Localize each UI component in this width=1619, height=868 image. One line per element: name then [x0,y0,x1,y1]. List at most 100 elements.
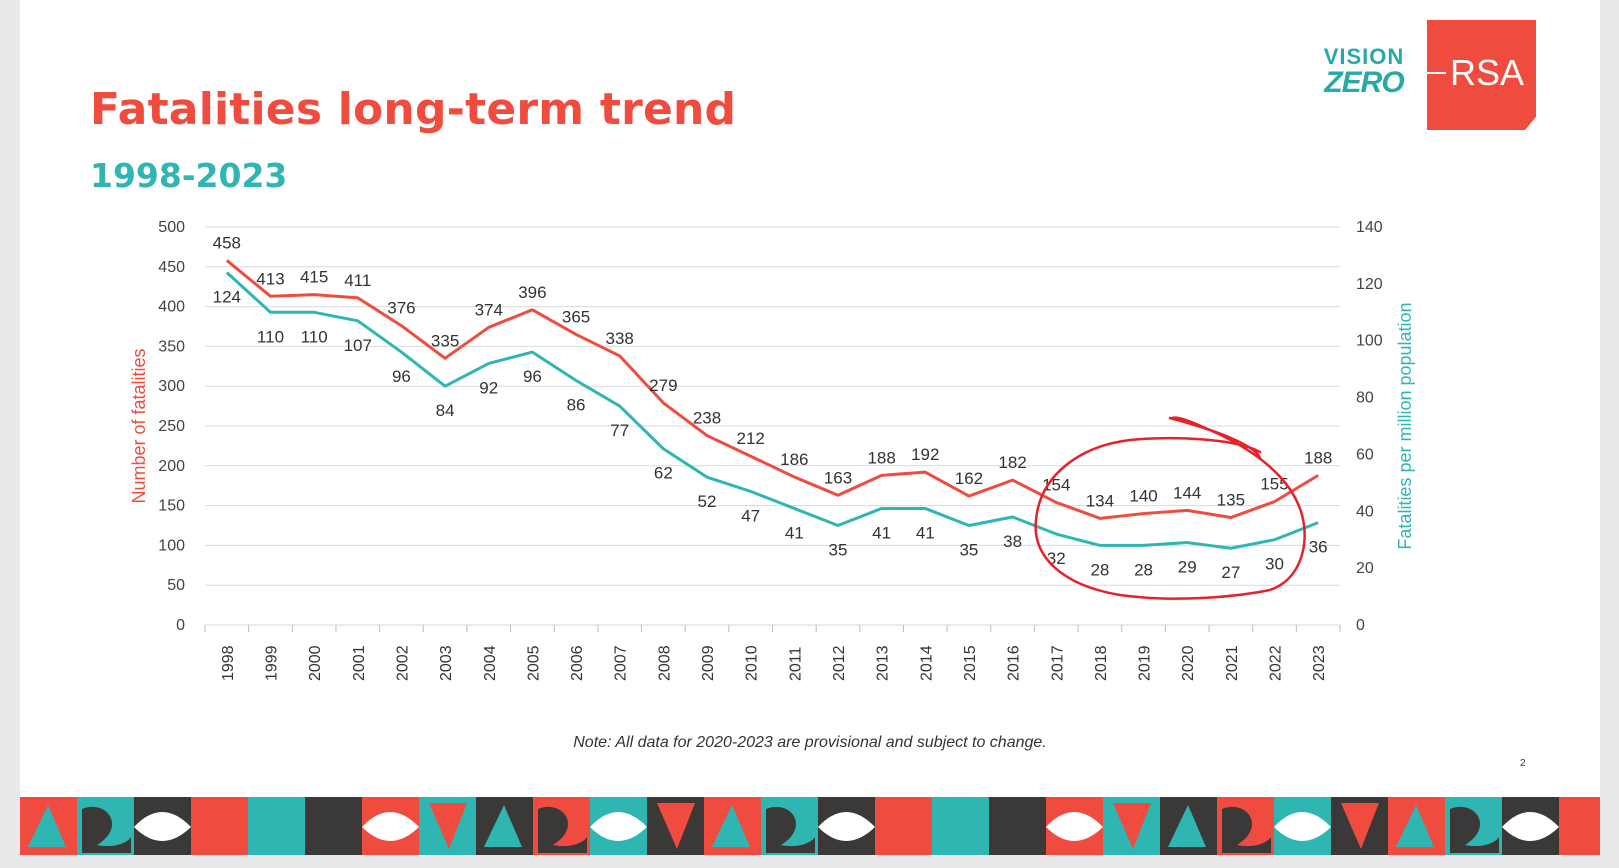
fatalities-data-label: 365 [562,307,590,326]
pattern-tile [248,797,305,855]
per-million-line [225,271,1319,550]
pattern-tile [761,797,818,855]
fatalities-data-label: 415 [300,268,328,287]
fatalities-data-label: 413 [256,269,284,288]
per-million-data-label: 52 [698,492,717,511]
per-million-data-label: 92 [479,378,498,397]
per-million-data-label: 107 [344,336,372,355]
y-tick-label-left: 350 [158,338,185,355]
per-million-data-label: 84 [436,401,455,420]
y-tick-label-left: 500 [158,219,185,236]
pattern-tile [1331,797,1388,855]
y-tick-label-right: 80 [1356,390,1374,407]
pattern-tile [305,797,362,855]
per-million-data-label: 38 [1003,532,1022,551]
pattern-shape [1168,805,1206,847]
x-tick-label: 2011 [787,646,804,681]
pattern-shape [712,805,750,847]
pattern-shape [818,812,875,841]
x-tick-label: 2015 [962,645,979,681]
pattern-tile [191,797,248,855]
pattern-shape [256,805,294,847]
pattern-shape [940,805,978,847]
pattern-tile [704,797,761,855]
y-tick-label-left: 400 [158,299,185,316]
pattern-shape [994,806,1043,853]
fatalities-data-label: 458 [213,233,241,252]
pattern-shape [201,803,239,849]
x-tick-label: 2009 [700,645,717,681]
per-million-data-label: 28 [1090,560,1109,579]
x-tick-label: 2023 [1311,645,1328,681]
fatalities-data-label: 338 [606,329,634,348]
pattern-tile [1445,797,1502,855]
pattern-tile [590,797,647,855]
decorative-pattern-banner [20,797,1600,855]
fatalities-chart: 0 50 100 150 200 250 300 350 400 450 500 0 20 40 60 80 1… [129,219,1415,681]
per-million-data-label: 110 [257,327,284,346]
fatalities-line [225,259,1319,520]
page-number: 2 [1520,758,1526,769]
per-million-data-label: 29 [1178,558,1197,577]
fatalities-data-label: 162 [955,469,983,488]
per-million-data-label: 62 [654,464,673,483]
fatalities-data-label: 140 [1129,487,1157,506]
y-axis-title-left: Number of fatalities [129,348,149,503]
pattern-tile [20,797,77,855]
per-million-data-label: 77 [610,421,629,440]
fatalities-data-label: 188 [1304,448,1332,467]
pattern-shape [82,806,131,853]
per-million-data-label: 47 [741,506,760,525]
pattern-tile [647,797,704,855]
per-million-data-label: 35 [959,541,978,560]
pattern-shape [429,803,467,849]
per-million-data-label: 30 [1265,555,1284,574]
pattern-tile [1217,797,1274,855]
y-tick-label-left: 50 [167,577,185,594]
per-million-data-label: 36 [1309,538,1328,557]
pattern-tile [1502,797,1559,855]
vision-zero-logo: VISION ZERO [1316,46,1412,98]
per-million-data-label: 41 [916,523,935,542]
x-tick-label: 2001 [351,645,368,681]
x-tick-label: 2020 [1180,645,1197,681]
fatalities-data-label: 154 [1042,475,1070,494]
x-tick-label: 2017 [1049,645,1066,681]
x-tick-label: 1999 [263,645,280,681]
pattern-shape [1502,812,1559,841]
pattern-shape [310,806,359,853]
pattern-shape [484,805,522,847]
fatalities-data-label: 182 [998,453,1026,472]
y-tick-label-left: 100 [158,537,185,554]
pattern-tile [533,797,590,855]
x-tick-label: 2013 [875,645,892,681]
slide: Fatalities long-term trend 1998-2023 VIS… [20,0,1600,855]
pattern-tile [1160,797,1217,855]
per-million-data-label: 110 [301,327,328,346]
pattern-tile [989,797,1046,855]
pattern-shape [1396,805,1434,847]
pattern-tile [362,797,419,855]
vision-zero-logo-vision: VISION [1323,44,1405,69]
fatalities-data-label: 144 [1173,483,1201,502]
pattern-tile [1046,797,1103,855]
pattern-shape [28,805,66,847]
x-tick-label: 2002 [394,645,411,681]
y-axis-title-right: Fatalities per million population [1395,302,1415,549]
fatalities-data-label: 396 [518,283,546,302]
fatalities-data-label: 212 [736,429,764,448]
pattern-shape [1274,812,1331,841]
x-tick-label: 2012 [831,645,848,681]
pattern-tile [1274,797,1331,855]
y-tick-label-left: 0 [176,617,185,634]
pattern-shape [1046,812,1103,841]
fatalities-data-label: 186 [780,450,808,469]
pattern-shape [590,812,647,841]
x-tick-label: 2007 [613,645,630,681]
pattern-tile [1388,797,1445,855]
y-tick-label-right: 100 [1356,333,1383,350]
pattern-shape [1222,806,1271,853]
pattern-tile [77,797,134,855]
pattern-tile [818,797,875,855]
pattern-tile [134,797,191,855]
